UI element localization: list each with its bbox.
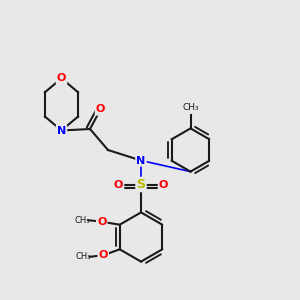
Text: O: O	[98, 250, 108, 260]
Text: O: O	[159, 179, 168, 190]
Text: N: N	[57, 125, 66, 136]
Text: O: O	[97, 217, 106, 227]
Text: S: S	[136, 178, 146, 191]
Text: O: O	[96, 104, 105, 115]
Text: O: O	[114, 179, 123, 190]
Text: CH₃: CH₃	[74, 216, 90, 225]
Text: O: O	[57, 73, 66, 83]
Text: CH₃: CH₃	[76, 252, 92, 261]
Text: CH₃: CH₃	[182, 103, 199, 112]
Text: N: N	[136, 155, 146, 166]
